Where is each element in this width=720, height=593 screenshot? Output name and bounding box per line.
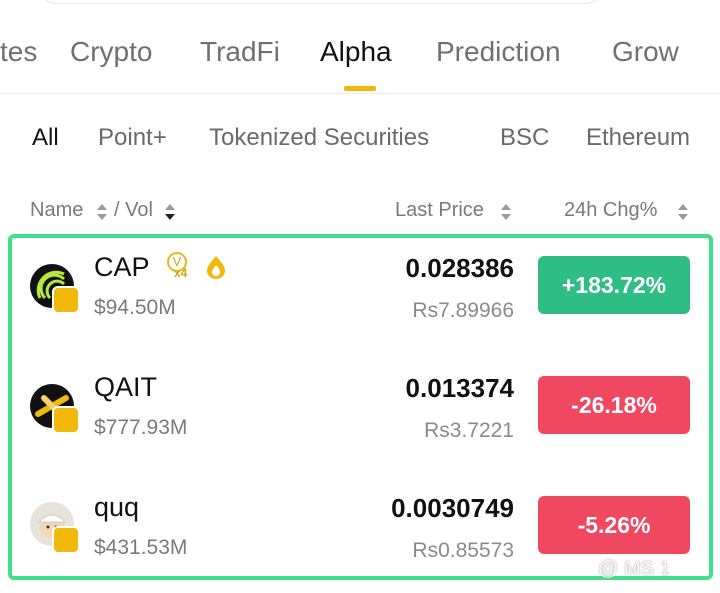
badge-letter: V — [167, 252, 187, 272]
active-indicator — [344, 86, 376, 91]
col-name[interactable]: Name — [30, 199, 84, 221]
watermark: @ MS 1 — [598, 558, 671, 580]
col-change[interactable]: 24h Chg% — [564, 199, 658, 221]
subtab[interactable]: Point+ — [98, 124, 167, 151]
token-logo — [30, 502, 74, 546]
col-price[interactable]: Last Price — [395, 199, 484, 221]
volume: $431.53M — [94, 536, 188, 559]
tab[interactable]: TradFi — [200, 36, 280, 67]
symbol[interactable]: QAIT — [94, 372, 158, 402]
symbol[interactable]: CAP — [94, 252, 150, 282]
last-price: 0.013374 — [405, 373, 514, 403]
badge-multiplier: x4 — [174, 266, 188, 280]
volume: $777.93M — [94, 416, 188, 439]
col-vol[interactable]: / Vol — [114, 199, 153, 221]
tab[interactable]: Crypto — [70, 36, 153, 67]
tab[interactable]: Prediction — [436, 36, 561, 67]
tab[interactable]: tes — [0, 36, 38, 67]
subtab[interactable]: Ethereum — [586, 124, 691, 151]
chain-badge — [52, 406, 80, 434]
last-price: 0.0030749 — [391, 493, 514, 523]
last-price: 0.028386 — [405, 253, 514, 283]
subtab[interactable]: All — [32, 124, 59, 151]
chain-badge — [52, 526, 80, 554]
divider — [0, 93, 720, 94]
change-pill[interactable]: -5.26% — [538, 496, 690, 554]
sort-icon — [165, 204, 175, 220]
tab[interactable]: Alpha — [320, 36, 392, 67]
fiat-price: Rs7.89966 — [412, 299, 514, 322]
search-edge — [40, 0, 602, 4]
fiat-price: Rs3.7221 — [424, 419, 514, 442]
hot-icon — [207, 256, 225, 279]
symbol[interactable]: quq — [94, 492, 140, 522]
fiat-price: Rs0.85573 — [412, 539, 514, 562]
highlight-box — [8, 234, 713, 580]
sort-icon — [501, 204, 511, 220]
sort-icon — [678, 204, 688, 220]
boost-badge: V x4 — [164, 252, 194, 282]
logo-art — [36, 270, 66, 300]
volume: $94.50M — [94, 296, 176, 319]
tab[interactable]: Grow — [612, 36, 679, 67]
subtab[interactable]: Tokenized Securities — [209, 124, 430, 151]
chain-badge — [52, 286, 80, 314]
change-pill[interactable]: -26.18% — [538, 376, 690, 434]
subtab[interactable]: BSC — [500, 124, 550, 151]
change-pill[interactable]: +183.72% — [538, 256, 690, 314]
sort-icon — [97, 204, 107, 220]
